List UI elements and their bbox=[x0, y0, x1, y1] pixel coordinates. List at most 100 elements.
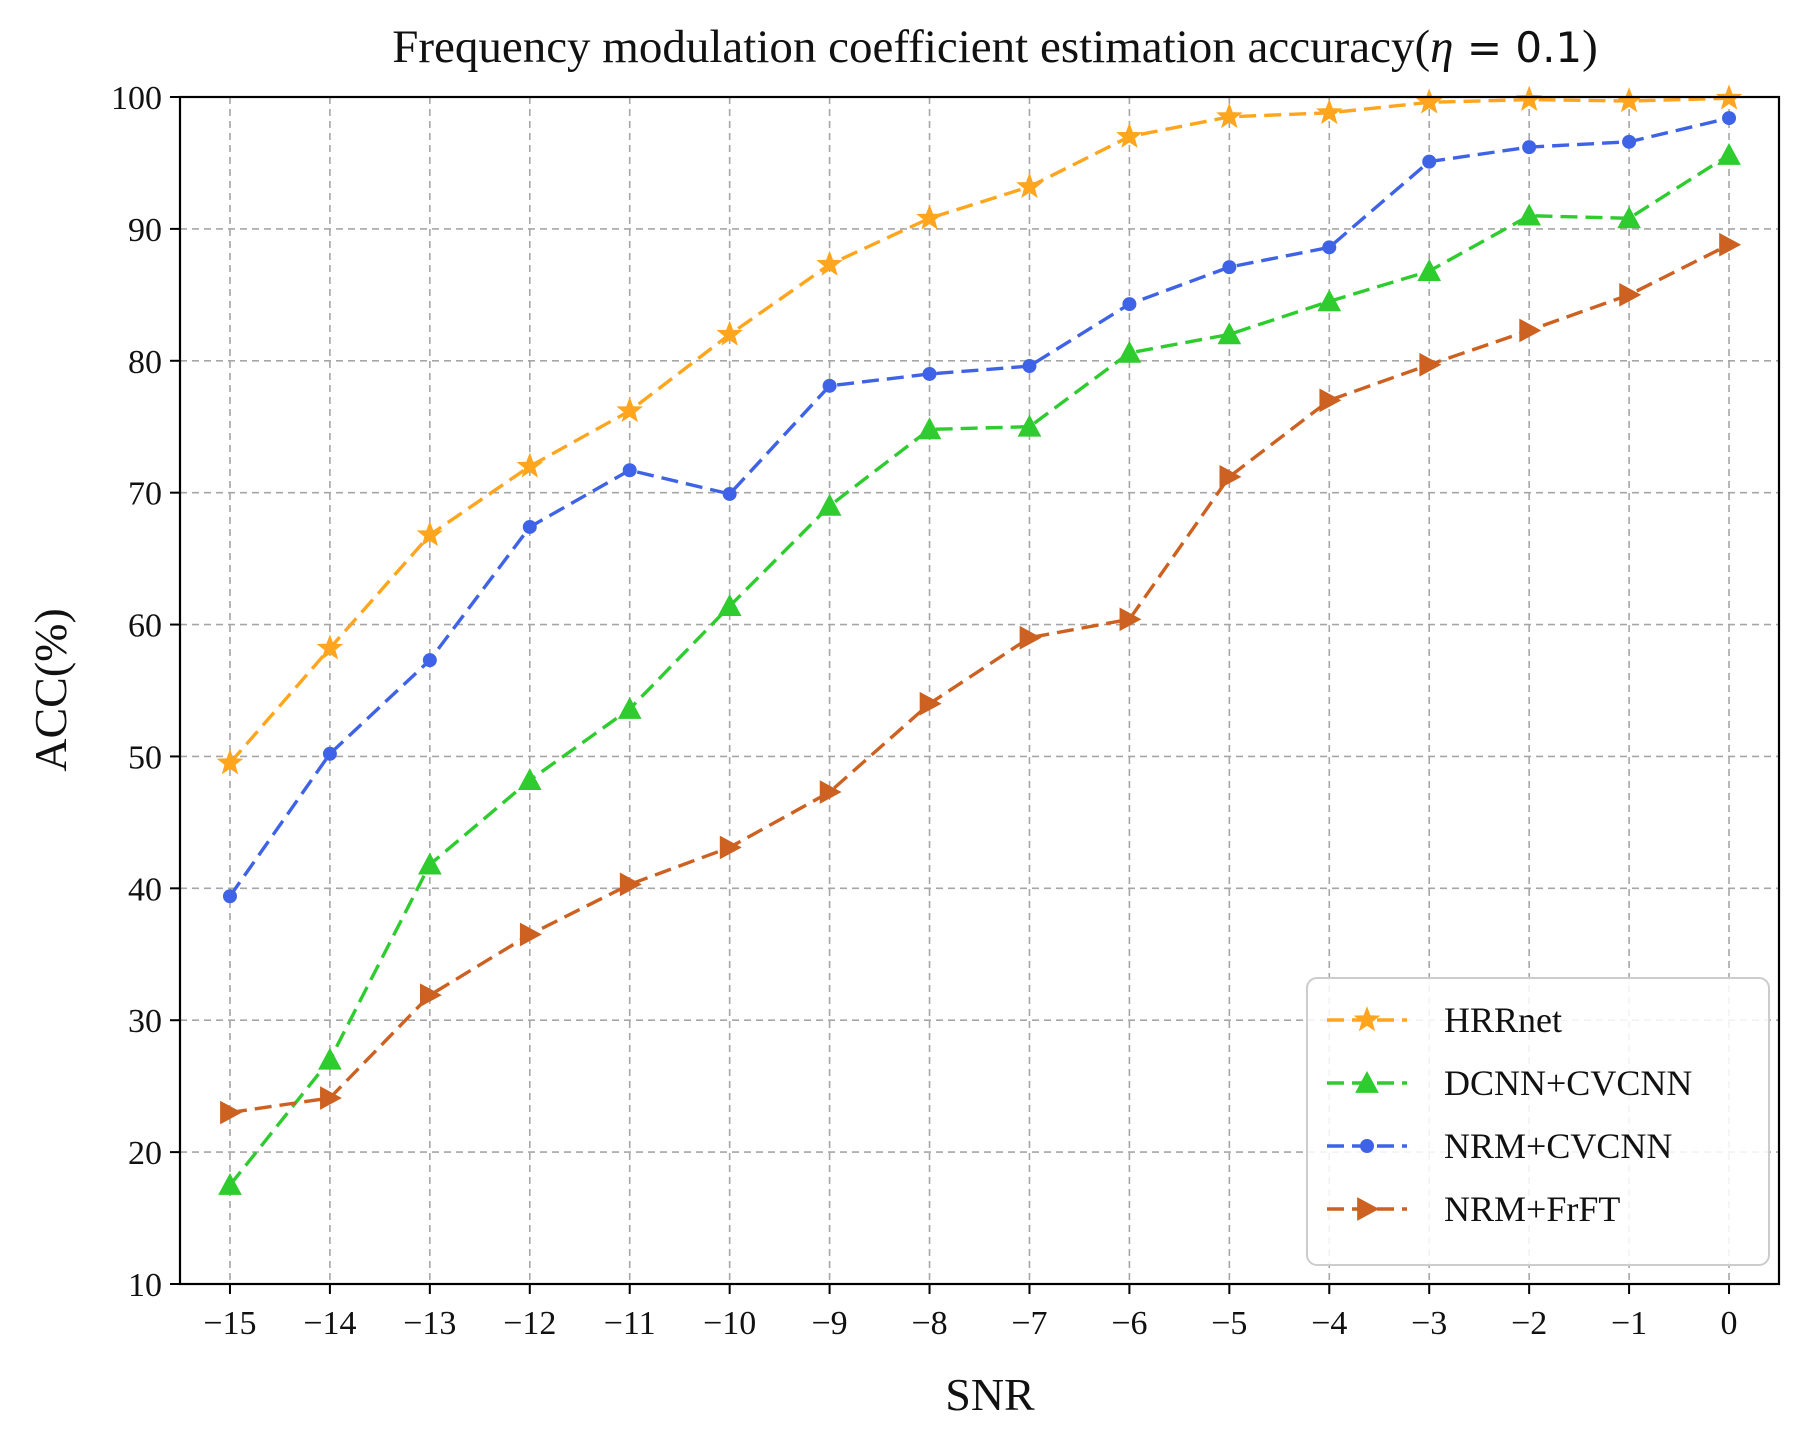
data-point-dcnn-cvcnn bbox=[1017, 414, 1042, 437]
y-tick-label: 90 bbox=[128, 212, 162, 249]
data-point-hrrnet bbox=[1016, 172, 1043, 198]
legend-marker bbox=[1355, 1070, 1379, 1093]
series-line-dcnn-cvcnn bbox=[228, 153, 1730, 1187]
data-point-hrrnet bbox=[516, 452, 544, 478]
x-tick-label: −8 bbox=[911, 1305, 947, 1342]
legend-marker bbox=[1360, 1139, 1374, 1153]
data-point-hrrnet bbox=[1316, 98, 1343, 125]
data-point-hrrnet bbox=[816, 250, 843, 276]
data-point-dcnn-cvcnn bbox=[318, 1047, 342, 1070]
data-point-hrrnet bbox=[416, 520, 444, 547]
data-point-dcnn-cvcnn bbox=[1317, 289, 1342, 312]
y-tick-label: 10 bbox=[128, 1267, 162, 1304]
data-point-hrrnet bbox=[1216, 102, 1243, 129]
data-point-hrrnet bbox=[1415, 88, 1443, 114]
data-point-dcnn-cvcnn bbox=[1717, 142, 1741, 165]
x-tick-label: −6 bbox=[1111, 1305, 1147, 1342]
legend-entry-hrrnet: HRRnet bbox=[1327, 1000, 1562, 1040]
data-point-nrm-cvcnn bbox=[1622, 134, 1637, 149]
data-point-nrm-frft bbox=[1719, 232, 1742, 257]
x-tick-label: −13 bbox=[403, 1305, 456, 1342]
data-point-nrm-cvcnn bbox=[1022, 359, 1037, 374]
x-tick-label: −10 bbox=[703, 1305, 756, 1342]
data-point-dcnn-cvcnn bbox=[917, 417, 942, 440]
data-point-nrm-frft bbox=[1419, 352, 1442, 377]
plot-frame bbox=[178, 95, 1781, 1286]
series-nrm-frft bbox=[220, 232, 1742, 1125]
x-axis: −15 −14 −13 −12 −11 −10 −9 −8 −7 −6 −5 −4 −3 −2 −1 0 bbox=[203, 1284, 1738, 1342]
data-point-hrrnet bbox=[216, 749, 244, 775]
data-point-dcnn-cvcnn bbox=[1517, 203, 1541, 226]
legend-label: NRM+CVCNN bbox=[1444, 1126, 1672, 1166]
y-tick-label: 60 bbox=[128, 608, 162, 645]
data-point-nrm-cvcnn bbox=[422, 653, 437, 668]
data-point-nrm-cvcnn bbox=[722, 486, 737, 501]
legend-marker bbox=[1353, 1006, 1381, 1032]
x-tick-label: −14 bbox=[303, 1305, 356, 1342]
data-point-nrm-cvcnn bbox=[1422, 154, 1437, 169]
data-point-hrrnet bbox=[716, 320, 743, 346]
data-point-dcnn-cvcnn bbox=[1417, 259, 1442, 281]
y-tick-label: 70 bbox=[128, 476, 162, 513]
data-point-nrm-frft bbox=[1619, 282, 1642, 307]
y-tick-label: 30 bbox=[128, 1003, 162, 1040]
series-line-nrm-cvcnn bbox=[228, 116, 1730, 898]
data-point-hrrnet bbox=[616, 396, 643, 423]
y-tick-label: 40 bbox=[128, 871, 162, 908]
x-tick-label: −1 bbox=[1611, 1305, 1647, 1342]
x-tick-label: −4 bbox=[1311, 1305, 1347, 1342]
legend-label: NRM+FrFT bbox=[1444, 1189, 1620, 1229]
series-line-hrrnet bbox=[228, 96, 1730, 765]
data-point-nrm-frft bbox=[1019, 625, 1042, 650]
data-point-nrm-cvcnn bbox=[322, 746, 337, 761]
data-point-dcnn-cvcnn bbox=[617, 696, 642, 719]
data-point-hrrnet bbox=[916, 204, 943, 230]
data-point-dcnn-cvcnn bbox=[218, 1173, 242, 1195]
chart-title-symbol: η bbox=[1430, 21, 1453, 73]
x-tick-label: −5 bbox=[1211, 1305, 1247, 1342]
legend-entry-dcnn-cvcnn: DCNN+CVCNN bbox=[1327, 1063, 1692, 1103]
x-tick-label: −3 bbox=[1411, 1305, 1447, 1342]
data-point-nrm-frft bbox=[1219, 465, 1242, 489]
data-point-nrm-frft bbox=[1319, 388, 1342, 413]
series-hrrnet bbox=[216, 84, 1743, 775]
legend-marker bbox=[1357, 1197, 1380, 1221]
data-point-hrrnet bbox=[1515, 85, 1543, 111]
data-point-nrm-frft bbox=[919, 691, 942, 716]
chart-title-close: ) bbox=[1582, 21, 1598, 73]
data-point-dcnn-cvcnn bbox=[1117, 340, 1142, 363]
series-line-nrm-frft bbox=[229, 243, 1730, 1115]
y-axis: 10 20 30 40 50 60 70 80 90 100 bbox=[111, 80, 180, 1304]
series-dcnn-cvcnn bbox=[218, 142, 1741, 1195]
legend-label: HRRnet bbox=[1444, 1000, 1562, 1040]
y-tick-label: 80 bbox=[128, 344, 162, 381]
chart-title-main: Frequency modulation coefficient estimat… bbox=[392, 21, 1430, 73]
data-point-nrm-frft bbox=[819, 780, 842, 804]
data-point-dcnn-cvcnn bbox=[517, 768, 542, 791]
data-point-nrm-frft bbox=[619, 872, 642, 897]
data-point-nrm-frft bbox=[320, 1086, 342, 1110]
legend-entry-nrm-frft: NRM+FrFT bbox=[1327, 1189, 1620, 1229]
x-tick-label: −9 bbox=[812, 1305, 848, 1342]
x-tick-label: −12 bbox=[503, 1305, 556, 1342]
legend: HRRnet DCNN+CVCNN NRM+CVCNN NRM+FrFT bbox=[1306, 977, 1770, 1266]
chart-title-eq: = 0.1 bbox=[1453, 23, 1582, 72]
x-tick-label: 0 bbox=[1721, 1305, 1738, 1342]
data-point-nrm-frft bbox=[1119, 607, 1142, 632]
y-tick-label: 20 bbox=[128, 1135, 162, 1172]
series-nrm-cvcnn bbox=[222, 111, 1737, 904]
y-tick-label: 50 bbox=[128, 739, 162, 776]
legend-entry-nrm-cvcnn: NRM+CVCNN bbox=[1327, 1126, 1672, 1166]
data-point-nrm-cvcnn bbox=[1222, 260, 1237, 275]
data-point-nrm-cvcnn bbox=[922, 366, 937, 381]
data-point-nrm-frft bbox=[1519, 318, 1542, 343]
data-point-nrm-cvcnn bbox=[622, 463, 637, 478]
x-axis-label: SNR bbox=[945, 1369, 1035, 1420]
y-axis-label: ACC(%) bbox=[25, 608, 76, 772]
chart-title: Frequency modulation coefficient estimat… bbox=[392, 21, 1598, 73]
data-point-nrm-cvcnn bbox=[222, 889, 237, 904]
x-tick-label: −15 bbox=[203, 1305, 256, 1342]
legend-box bbox=[1306, 977, 1770, 1266]
legend-label: DCNN+CVCNN bbox=[1444, 1063, 1692, 1103]
data-point-hrrnet bbox=[1116, 122, 1143, 148]
